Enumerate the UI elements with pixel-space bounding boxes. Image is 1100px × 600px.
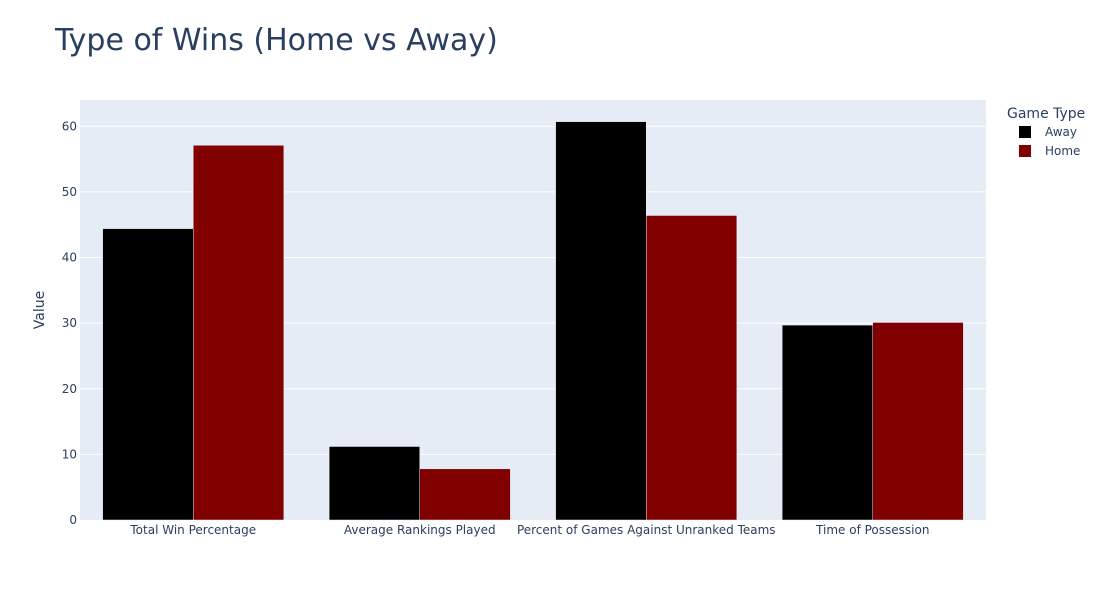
legend-label: Away xyxy=(1045,125,1077,139)
legend[interactable]: Game Type Away Home xyxy=(1007,106,1085,158)
bar-away[interactable] xyxy=(328,446,420,521)
y-tick-label: 0 xyxy=(69,513,77,527)
bar-home[interactable] xyxy=(419,468,511,521)
bar-home[interactable] xyxy=(872,322,964,521)
chart-title: Type of Wins (Home vs Away) xyxy=(54,23,498,58)
y-axis-title: Value xyxy=(32,291,48,329)
legend-swatch xyxy=(1019,126,1031,138)
legend-label: Home xyxy=(1045,144,1080,158)
y-tick-label: 20 xyxy=(62,382,77,396)
y-tick-label: 60 xyxy=(62,119,77,133)
legend-item-away[interactable]: Away xyxy=(1019,125,1077,139)
y-tick-label: 40 xyxy=(62,251,77,265)
bar-home[interactable] xyxy=(646,215,738,521)
y-tick-label: 30 xyxy=(62,316,77,330)
bar-away[interactable] xyxy=(102,228,194,521)
x-tick-label: Percent of Games Against Unranked Teams xyxy=(517,523,776,537)
x-tick-label: Total Win Percentage xyxy=(129,523,256,537)
bars xyxy=(102,121,964,521)
y-tick-label: 10 xyxy=(62,447,77,461)
y-axis-ticks: 0 10 20 30 40 50 60 xyxy=(62,119,77,527)
legend-items[interactable]: Away Home xyxy=(1019,125,1080,158)
x-tick-label: Average Rankings Played xyxy=(344,523,496,537)
legend-item-home[interactable]: Home xyxy=(1019,144,1080,158)
bar-away[interactable] xyxy=(781,324,874,521)
bar-home[interactable] xyxy=(193,145,285,521)
x-axis-ticks: Total Win Percentage Average Rankings Pla… xyxy=(129,523,929,537)
y-tick-label: 50 xyxy=(62,185,77,199)
x-tick-label: Time of Possession xyxy=(815,523,929,537)
bar-away[interactable] xyxy=(555,121,647,521)
legend-swatch xyxy=(1019,145,1031,157)
legend-title: Game Type xyxy=(1007,106,1085,122)
